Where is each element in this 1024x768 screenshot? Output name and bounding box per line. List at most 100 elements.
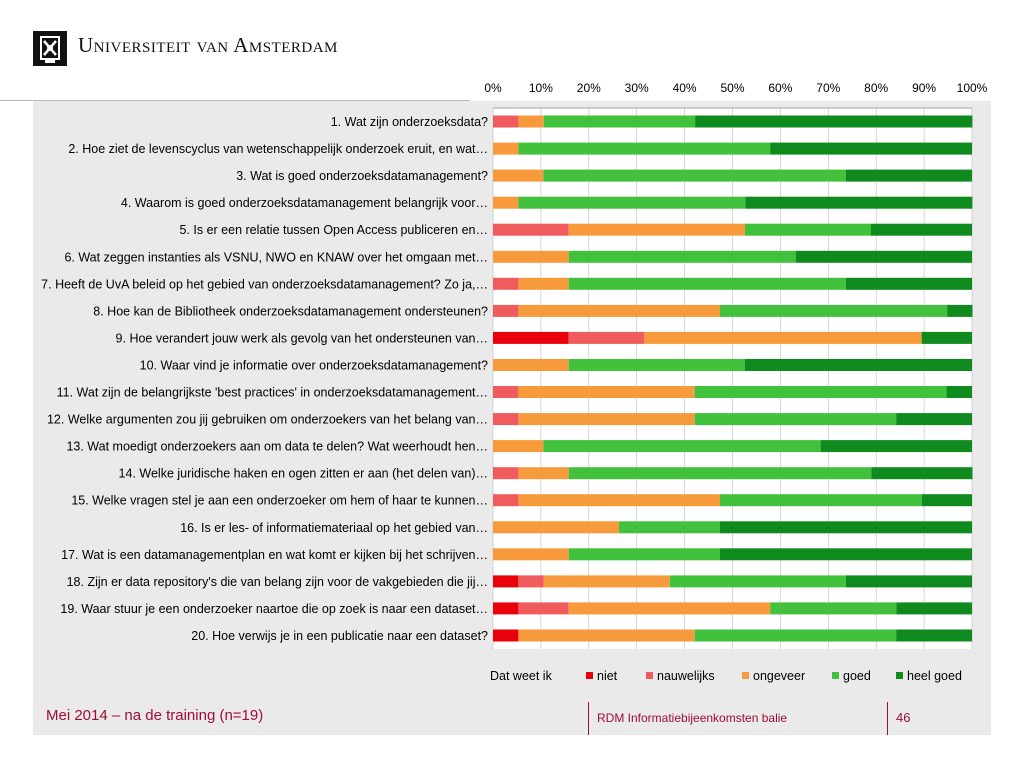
x-tick-label: 100% xyxy=(957,81,988,95)
bar-segment-niet xyxy=(493,575,519,588)
question-label: 6. Wat zeggen instanties als VSNU, NWO e… xyxy=(64,250,488,264)
bar-segment-ongeveer xyxy=(568,223,745,236)
x-tick-label: 90% xyxy=(912,81,936,95)
header: Universiteit van Amsterdam xyxy=(0,0,1024,100)
question-label: 12. Welke argumenten zou jij gebruiken o… xyxy=(47,413,488,427)
bar-segment-nauwelijks xyxy=(493,467,519,480)
bar-segment-ongeveer xyxy=(518,115,544,128)
bar-segment-ongeveer xyxy=(518,494,721,507)
bar-segment-nauwelijks xyxy=(493,115,519,128)
legend-label: niet xyxy=(597,669,618,683)
bar-segment-goed xyxy=(543,440,821,453)
bar-segment-heel-goed xyxy=(921,494,972,507)
footer-divider-right xyxy=(887,702,888,735)
bar-segment-goed xyxy=(518,142,771,155)
question-label: 14. Welke juridische haken en ogen zitte… xyxy=(119,467,488,481)
bar-segment-ongeveer xyxy=(493,250,569,263)
footer-divider-left xyxy=(588,702,589,735)
question-label: 9. Hoe verandert jouw werk als gevolg va… xyxy=(116,331,488,345)
bar-segment-goed xyxy=(543,115,696,128)
bar-segment-ongeveer xyxy=(518,467,569,480)
bar-segment-goed xyxy=(669,575,847,588)
bar-segment-goed xyxy=(568,277,846,290)
bar-segment-ongeveer xyxy=(518,386,695,398)
page-number: 46 xyxy=(896,710,911,725)
legend-swatch xyxy=(896,672,903,679)
legend-label: ongeveer xyxy=(753,669,805,683)
question-label: 19. Waar stuur je een onderzoeker naarto… xyxy=(60,602,488,616)
bar-segment-heel-goed xyxy=(947,304,973,317)
bar-segment-ongeveer xyxy=(493,196,519,209)
question-label: 15. Welke vragen stel je aan een onderzo… xyxy=(71,494,488,508)
x-tick-label: 0% xyxy=(484,81,502,95)
bar-segment-ongeveer xyxy=(518,629,695,642)
header-divider xyxy=(0,100,470,101)
x-tick-label: 70% xyxy=(816,81,840,95)
bar-segment-heel-goed xyxy=(846,277,972,290)
bar-segment-niet xyxy=(493,629,519,642)
bar-segment-nauwelijks xyxy=(518,575,544,588)
bar-segment-nauwelijks xyxy=(493,304,519,317)
bar-segment-heel-goed xyxy=(720,521,972,534)
bar-segment-heel-goed xyxy=(946,386,972,398)
bar-segment-ongeveer xyxy=(568,602,771,615)
bar-segment-goed xyxy=(518,196,746,209)
question-label: 2. Hoe ziet de levenscyclus van wetensch… xyxy=(68,142,488,156)
question-label: 10. Waar vind je informatie over onderzo… xyxy=(140,358,488,372)
bar-segment-goed xyxy=(720,304,947,317)
x-tick-label: 40% xyxy=(673,81,697,95)
bar-segment-heel-goed xyxy=(921,331,972,344)
legend-label: nauwelijks xyxy=(657,669,715,683)
footer-title: RDM Informatiebijeenkomsten balie xyxy=(597,711,788,725)
bar-segment-nauwelijks xyxy=(493,277,519,290)
bar-segment-heel-goed xyxy=(770,142,972,155)
bar-segment-ongeveer xyxy=(493,169,544,182)
bar-segment-goed xyxy=(568,467,872,480)
bar-segment-goed xyxy=(720,494,922,507)
x-tick-label: 20% xyxy=(577,81,601,95)
bar-segment-nauwelijks xyxy=(493,223,569,236)
bar-segment-goed xyxy=(568,250,796,263)
bar-segment-heel-goed xyxy=(720,548,972,561)
bar-segment-goed xyxy=(543,169,846,182)
bar-segment-heel-goed xyxy=(846,169,972,182)
bar-segment-heel-goed xyxy=(896,413,972,426)
bar-segment-goed xyxy=(694,386,947,398)
question-label: 5. Is er een relatie tussen Open Access … xyxy=(179,223,488,237)
legend-swatch xyxy=(742,672,749,679)
question-label: 18. Zijn er data repository's die van be… xyxy=(67,575,488,589)
bar-segment-goed xyxy=(619,521,721,534)
bar-segment-goed xyxy=(568,548,721,561)
question-label: 1. Wat zijn onderzoeksdata? xyxy=(331,115,488,129)
bar-segment-ongeveer xyxy=(518,304,721,317)
legend-swatch xyxy=(586,672,593,679)
bar-segment-heel-goed xyxy=(745,196,973,209)
bar-segment-nauwelijks xyxy=(493,386,519,398)
legend-title: Dat weet ik xyxy=(490,669,553,683)
x-tick-label: 10% xyxy=(529,81,553,95)
x-tick-label: 80% xyxy=(864,81,888,95)
x-tick-label: 30% xyxy=(625,81,649,95)
question-label: 13. Wat moedigt onderzoekers aan om data… xyxy=(66,440,488,454)
bar-segment-ongeveer xyxy=(493,142,519,155)
question-label: 8. Hoe kan de Bibliotheek onderzoeksdata… xyxy=(93,304,488,318)
bar-segment-heel-goed xyxy=(896,629,972,642)
bar-segment-niet xyxy=(493,331,569,344)
bar-segment-ongeveer xyxy=(493,359,569,371)
question-label: 20. Hoe verwijs je in een publicatie naa… xyxy=(191,629,488,643)
university-logo-icon xyxy=(33,31,67,66)
bar-segment-goed xyxy=(770,602,897,615)
bar-segment-ongeveer xyxy=(493,548,569,561)
question-label: 17. Wat is een datamanagementplan en wat… xyxy=(61,548,488,562)
bar-segment-ongeveer xyxy=(493,440,544,453)
question-label: 4. Waarom is goed onderzoeksdatamanageme… xyxy=(121,196,488,210)
bar-segment-nauwelijks xyxy=(493,413,519,426)
legend-swatch xyxy=(646,672,653,679)
bar-segment-niet xyxy=(493,602,519,615)
x-tick-label: 60% xyxy=(768,81,792,95)
bar-segment-ongeveer xyxy=(543,575,670,588)
question-label: 3. Wat is goed onderzoeksdatamanagement? xyxy=(236,169,488,183)
legend-label: goed xyxy=(843,669,871,683)
bar-segment-heel-goed xyxy=(871,467,973,480)
